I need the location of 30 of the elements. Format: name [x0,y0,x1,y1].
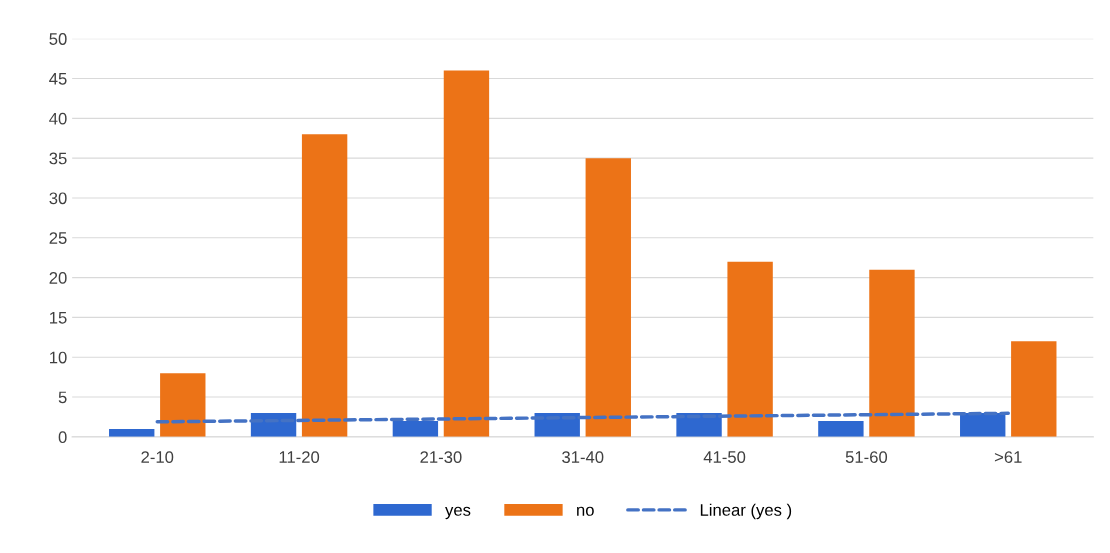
y-tick-label: 10 [50,351,67,364]
bar [1011,341,1057,437]
bar [585,158,631,437]
bar [727,261,773,437]
x-tick-label: 11-20 [279,451,320,463]
y-tick-label: 15 [50,311,67,324]
legend-label: Linear (yes ) [700,503,792,520]
y-tick-label: 5 [58,391,67,404]
bar [443,70,490,437]
y-tick-label: 20 [49,272,67,284]
x-tick-label: 31-40 [562,451,604,463]
y-tick-label: 0 [58,431,67,444]
x-tick-label: 2-10 [141,451,174,463]
y-tick-label: 45 [49,73,67,85]
bar [818,420,864,437]
y-tick-label: 50 [49,33,67,45]
bar [869,269,915,437]
y-tick-label: 35 [49,152,67,165]
y-tick-label: 40 [49,112,67,125]
legend-label: no [577,506,594,516]
x-tick-label: 41-50 [703,451,746,463]
bar [301,134,348,437]
x-tick-label: 51-60 [845,451,888,463]
legend-label: yes [445,506,471,520]
bar [392,420,439,437]
y-tick-label: 25 [49,232,67,244]
x-tick-label: 21-30 [420,451,462,463]
bar [160,373,206,437]
x-tick-label: >61 [994,451,1022,463]
y-tick-label: 30 [49,192,67,205]
